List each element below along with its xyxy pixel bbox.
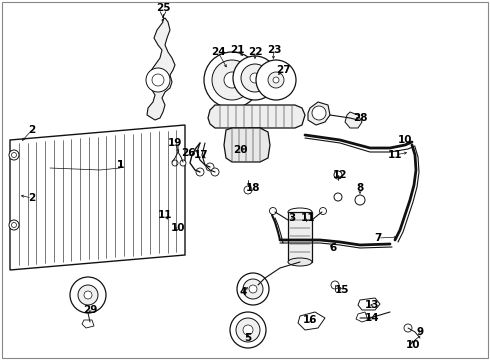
Polygon shape xyxy=(208,105,305,128)
Text: 2: 2 xyxy=(28,125,36,135)
Text: 4: 4 xyxy=(239,287,246,297)
Circle shape xyxy=(355,195,365,205)
Circle shape xyxy=(11,153,17,158)
Circle shape xyxy=(250,73,260,83)
Text: 22: 22 xyxy=(248,47,262,57)
Polygon shape xyxy=(147,18,175,120)
Polygon shape xyxy=(358,298,380,310)
Text: 11: 11 xyxy=(388,150,402,160)
Circle shape xyxy=(249,285,257,293)
Text: 18: 18 xyxy=(246,183,260,193)
Text: 12: 12 xyxy=(333,170,347,180)
Text: 14: 14 xyxy=(365,313,379,323)
Text: 25: 25 xyxy=(156,3,170,13)
Circle shape xyxy=(233,56,277,100)
Circle shape xyxy=(319,207,326,215)
Text: 3: 3 xyxy=(289,213,295,223)
Circle shape xyxy=(241,64,269,92)
Circle shape xyxy=(9,150,19,160)
Circle shape xyxy=(70,277,106,313)
Circle shape xyxy=(243,279,263,299)
Text: 21: 21 xyxy=(230,45,244,55)
Polygon shape xyxy=(82,320,94,328)
Circle shape xyxy=(11,222,17,228)
Circle shape xyxy=(212,60,252,100)
Text: 23: 23 xyxy=(267,45,281,55)
Polygon shape xyxy=(345,112,362,128)
Text: 2: 2 xyxy=(28,193,36,203)
Text: 16: 16 xyxy=(303,315,317,325)
Circle shape xyxy=(211,168,219,176)
Circle shape xyxy=(331,281,339,289)
Circle shape xyxy=(84,291,92,299)
Circle shape xyxy=(152,74,164,86)
Circle shape xyxy=(356,196,364,204)
Text: 7: 7 xyxy=(374,233,382,243)
Text: 19: 19 xyxy=(168,138,182,148)
Polygon shape xyxy=(298,312,325,330)
Circle shape xyxy=(146,68,170,92)
Bar xyxy=(288,212,312,262)
Text: 15: 15 xyxy=(335,285,349,295)
Circle shape xyxy=(180,160,186,166)
Text: 6: 6 xyxy=(329,243,337,253)
Circle shape xyxy=(270,207,276,215)
Circle shape xyxy=(334,193,342,201)
Circle shape xyxy=(268,72,284,88)
Text: 28: 28 xyxy=(353,113,367,123)
Text: 11: 11 xyxy=(158,210,172,220)
Circle shape xyxy=(312,106,326,120)
Ellipse shape xyxy=(288,208,312,216)
Circle shape xyxy=(172,160,178,166)
Circle shape xyxy=(404,324,412,332)
Circle shape xyxy=(243,325,253,335)
Text: 10: 10 xyxy=(171,223,185,233)
Polygon shape xyxy=(224,128,270,162)
Text: 29: 29 xyxy=(83,305,97,315)
Text: 1: 1 xyxy=(117,160,123,170)
Circle shape xyxy=(244,186,252,194)
Circle shape xyxy=(9,220,19,230)
Polygon shape xyxy=(248,128,262,142)
Circle shape xyxy=(206,163,214,171)
Circle shape xyxy=(236,318,260,342)
Circle shape xyxy=(230,312,266,348)
Text: 17: 17 xyxy=(194,150,208,160)
Circle shape xyxy=(204,52,260,108)
Circle shape xyxy=(334,171,342,179)
Text: 24: 24 xyxy=(211,47,225,57)
Circle shape xyxy=(273,77,279,83)
Text: 9: 9 xyxy=(416,327,423,337)
Text: 1: 1 xyxy=(117,160,123,170)
Text: 5: 5 xyxy=(245,333,252,343)
Text: 26: 26 xyxy=(181,148,195,158)
Polygon shape xyxy=(308,102,330,125)
Text: 13: 13 xyxy=(365,300,379,310)
Text: 27: 27 xyxy=(276,65,290,75)
Ellipse shape xyxy=(288,258,312,266)
Circle shape xyxy=(196,168,204,176)
Polygon shape xyxy=(10,125,185,270)
Text: 20: 20 xyxy=(233,145,247,155)
Text: 10: 10 xyxy=(398,135,412,145)
Circle shape xyxy=(224,72,240,88)
Circle shape xyxy=(78,285,98,305)
Circle shape xyxy=(256,60,296,100)
Text: 10: 10 xyxy=(406,340,420,350)
Polygon shape xyxy=(356,312,368,322)
Text: 11: 11 xyxy=(301,213,315,223)
Text: 8: 8 xyxy=(356,183,364,193)
Circle shape xyxy=(237,273,269,305)
